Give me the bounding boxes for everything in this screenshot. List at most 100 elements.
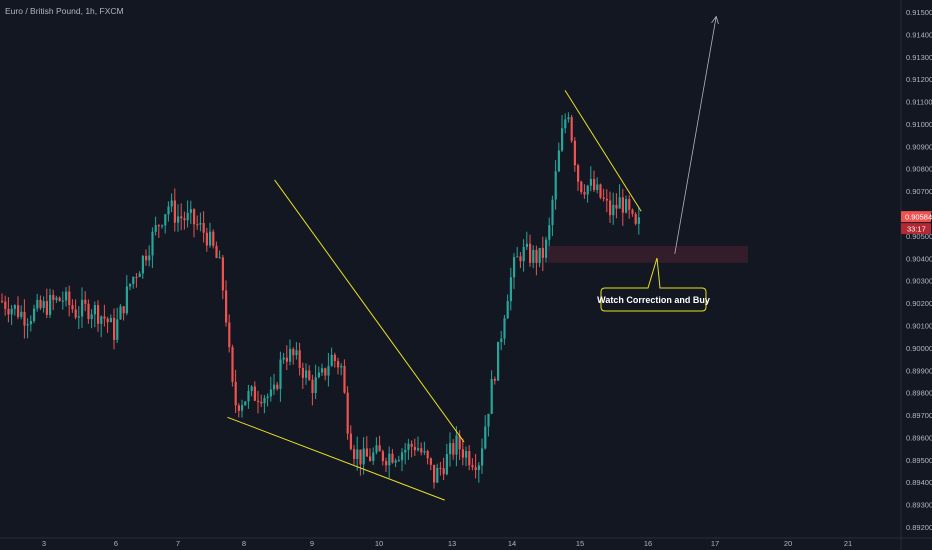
candle-body — [381, 451, 384, 462]
projection-arrow[interactable] — [674, 16, 717, 254]
candle-body — [183, 218, 186, 221]
candle-body — [77, 316, 80, 318]
candle-body — [436, 467, 439, 483]
price-tick-label: 0.89500 — [906, 456, 932, 465]
candle-body — [269, 389, 272, 397]
candle-body — [589, 178, 592, 186]
candle-body — [100, 316, 103, 324]
candle-body — [84, 299, 87, 304]
price-tick-label: 0.91000 — [906, 120, 932, 129]
candle-body — [564, 119, 567, 129]
wedge-2-upper-trendline[interactable] — [564, 90, 642, 212]
time-tick-label: 8 — [242, 539, 246, 548]
candle-body — [503, 318, 506, 339]
candle-body — [474, 467, 477, 470]
candle-body — [321, 368, 324, 373]
candle-body — [231, 347, 234, 382]
candle-body — [420, 448, 423, 453]
candle-body — [164, 214, 167, 226]
candle-body — [391, 453, 394, 463]
candle-body — [311, 379, 314, 394]
candle-body — [637, 217, 640, 224]
candle-body — [577, 165, 580, 182]
wedge-1-upper-trendline[interactable] — [274, 179, 465, 443]
candle-body — [106, 318, 109, 323]
candle-body — [497, 341, 500, 381]
candle-body — [298, 350, 301, 368]
candle-body — [257, 400, 260, 402]
candle-body — [202, 223, 205, 233]
candle-body — [532, 249, 535, 263]
wedge-1-lower-trendline[interactable] — [227, 416, 445, 501]
candle-body — [481, 448, 484, 466]
candle-body — [55, 297, 58, 300]
candle-body — [247, 391, 250, 402]
candle-body — [199, 223, 202, 225]
candle-body — [180, 216, 183, 219]
candle-body — [282, 357, 285, 360]
time-tick-label: 21 — [844, 539, 852, 548]
candle-body — [218, 257, 221, 259]
price-tick-label: 0.90200 — [906, 299, 932, 308]
candle-body — [378, 445, 381, 452]
candle-body — [513, 257, 516, 278]
candle-body — [276, 384, 279, 389]
candle-body — [295, 350, 298, 356]
price-tick-label: 0.90700 — [906, 187, 932, 196]
candle-body — [260, 401, 263, 404]
candle-body — [145, 255, 148, 261]
candle-body — [237, 405, 240, 411]
candle-body — [471, 465, 474, 468]
candle-body — [490, 379, 493, 414]
candle-body — [241, 405, 244, 411]
candle-body — [177, 216, 180, 223]
candle-body — [90, 314, 93, 319]
candle-body — [407, 443, 410, 450]
time-tick-label: 7 — [176, 539, 180, 548]
time-tick-label: 13 — [448, 539, 456, 548]
candle-body — [301, 367, 304, 378]
candle-body — [193, 209, 196, 225]
price-tick-label: 0.89300 — [906, 501, 932, 510]
candle-body — [535, 249, 538, 263]
candle-body — [173, 200, 176, 223]
price-tick-label: 0.91400 — [906, 30, 932, 39]
candle-body — [74, 309, 77, 318]
price-axis[interactable]: 0.91500 0.91400 0.91300 0.91200 0.91100 0.910… — [906, 8, 932, 532]
candle-body — [375, 445, 378, 453]
callout-box[interactable] — [600, 257, 707, 312]
candle-body — [337, 361, 340, 368]
candle-body — [167, 206, 170, 215]
candle-body — [196, 224, 199, 226]
time-axis[interactable]: 3 6 7 8 9 10 13 14 15 16 17 20 21 — [42, 539, 852, 548]
price-tick-label: 0.89900 — [906, 366, 932, 375]
support-zone[interactable] — [548, 245, 748, 263]
candle-body — [349, 433, 352, 450]
candle-body — [433, 464, 436, 483]
candle-body — [109, 317, 112, 323]
price-tick-label: 0.90400 — [906, 254, 932, 263]
price-tick-label: 0.90500 — [906, 232, 932, 241]
candle-body — [580, 181, 583, 193]
candle-body — [455, 435, 458, 455]
candle-body — [551, 199, 554, 226]
candle-body — [253, 386, 256, 401]
candle-body — [186, 212, 189, 221]
candle-body — [71, 305, 74, 310]
candle-body — [417, 448, 420, 451]
candle-body — [593, 178, 596, 190]
time-tick-label: 17 — [711, 539, 719, 548]
candle-body — [385, 461, 388, 466]
symbol-title: Euro / British Pound, 1h, FXCM — [5, 6, 124, 16]
time-tick-label: 14 — [508, 539, 516, 548]
candle-body — [541, 247, 544, 258]
candle-body — [586, 185, 589, 195]
candle-body — [423, 451, 426, 453]
candle-body — [1, 300, 4, 302]
candle-body — [561, 128, 564, 151]
candle-body — [141, 255, 144, 274]
candle-body — [346, 392, 349, 434]
candle-body — [506, 301, 509, 319]
candle-body — [445, 454, 448, 475]
